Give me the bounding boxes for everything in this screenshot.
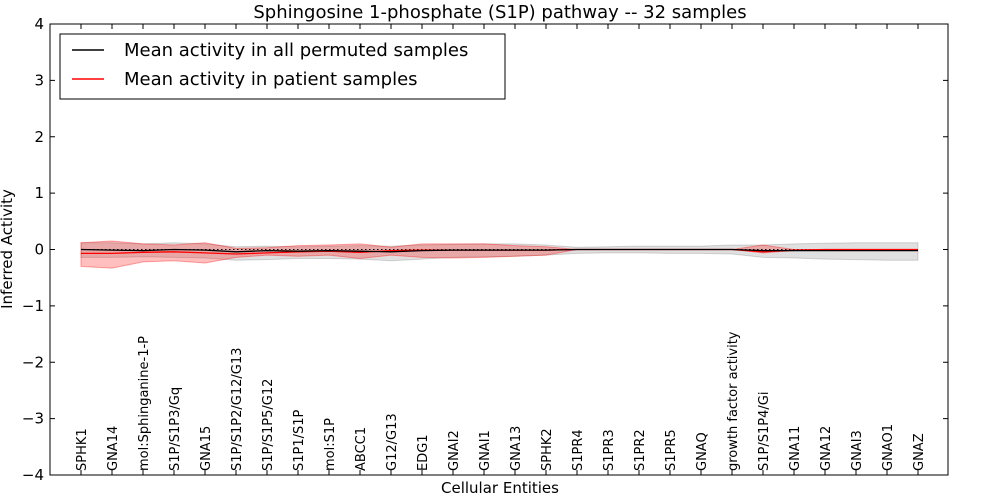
legend: Mean activity in all permuted samples Me… [59, 33, 506, 100]
x-tick-label: S1PR5 [664, 429, 679, 471]
x-tick-label: GNAI2 [447, 430, 462, 471]
permuted-mean-line [80, 248, 918, 253]
x-tick-label: GNA13 [509, 426, 524, 471]
y-tick-label: 4 [34, 15, 44, 33]
y-axis-label: Inferred Activity [0, 189, 16, 309]
legend-label-permuted: Mean activity in all permuted samples [124, 40, 468, 61]
x-tick-label: mol:Sphinganine-1-P [137, 336, 152, 471]
x-tick-label: S1PR2 [633, 429, 648, 471]
x-tick-label: GNA14 [106, 426, 121, 471]
x-tick-label: ABCC1 [354, 427, 369, 471]
legend-box [59, 33, 506, 100]
series-lines [80, 248, 918, 255]
legend-label-patient: Mean activity in patient samples [124, 69, 418, 90]
x-tick-label: S1P/S1P5/G12 [261, 379, 276, 471]
y-tick-label: −3 [22, 410, 44, 428]
x-tick-label: G12/G13 [385, 413, 400, 471]
x-tick-label: GNA15 [199, 426, 214, 471]
plot-frame [49, 23, 949, 476]
x-tick-label: S1P/S1P2/G12/G13 [230, 348, 245, 471]
y-tick-label: −1 [22, 297, 44, 315]
x-tick-label: GNAZ [912, 433, 927, 471]
y-axis: −4 −3 −2 −1 0 1 2 3 4 [22, 15, 948, 484]
x-tick-label: GNA12 [819, 426, 834, 471]
x-tick-label: S1P/S1P4/Gi [757, 392, 772, 471]
x-tick-label: S1P1/S1P [292, 409, 307, 471]
x-tick-label: S1P/S1P3/Gq [168, 387, 183, 471]
x-tick-label: S1PR3 [602, 429, 617, 471]
x-tick-label: GNAI1 [478, 430, 493, 471]
x-tick-label: SPHK1 [75, 428, 90, 471]
x-tick-label: GNAQ [695, 432, 710, 471]
x-tick-label: S1PR4 [571, 429, 586, 471]
x-tick-label: GNAI3 [850, 430, 865, 471]
y-tick-label: 2 [34, 128, 44, 146]
x-axis-label: Cellular Entities [441, 479, 559, 497]
y-tick-label: 1 [34, 184, 44, 202]
x-tick-label: growth factor activity [726, 331, 741, 471]
y-tick-label: −4 [22, 466, 44, 484]
permuted-band [80, 242, 919, 262]
y-tick-label: 0 [34, 241, 44, 259]
y-tick-label: 3 [34, 71, 44, 89]
y-tick-label: −2 [22, 353, 44, 371]
x-tick-label: GNA11 [788, 426, 803, 471]
x-tick-label: GNAO1 [881, 424, 896, 471]
x-tick-label: EDG1 [416, 434, 431, 471]
x-tick-label: mol:S1P [323, 418, 338, 471]
x-tick-label: SPHK2 [540, 428, 555, 471]
confidence-bands [80, 240, 919, 269]
chart-title: Sphingosine 1-phosphate (S1P) pathway --… [253, 2, 746, 23]
x-axis: SPHK1 GNA14 mol:Sphinganine-1-P S1P/S1P3/Gq… [75, 24, 927, 475]
